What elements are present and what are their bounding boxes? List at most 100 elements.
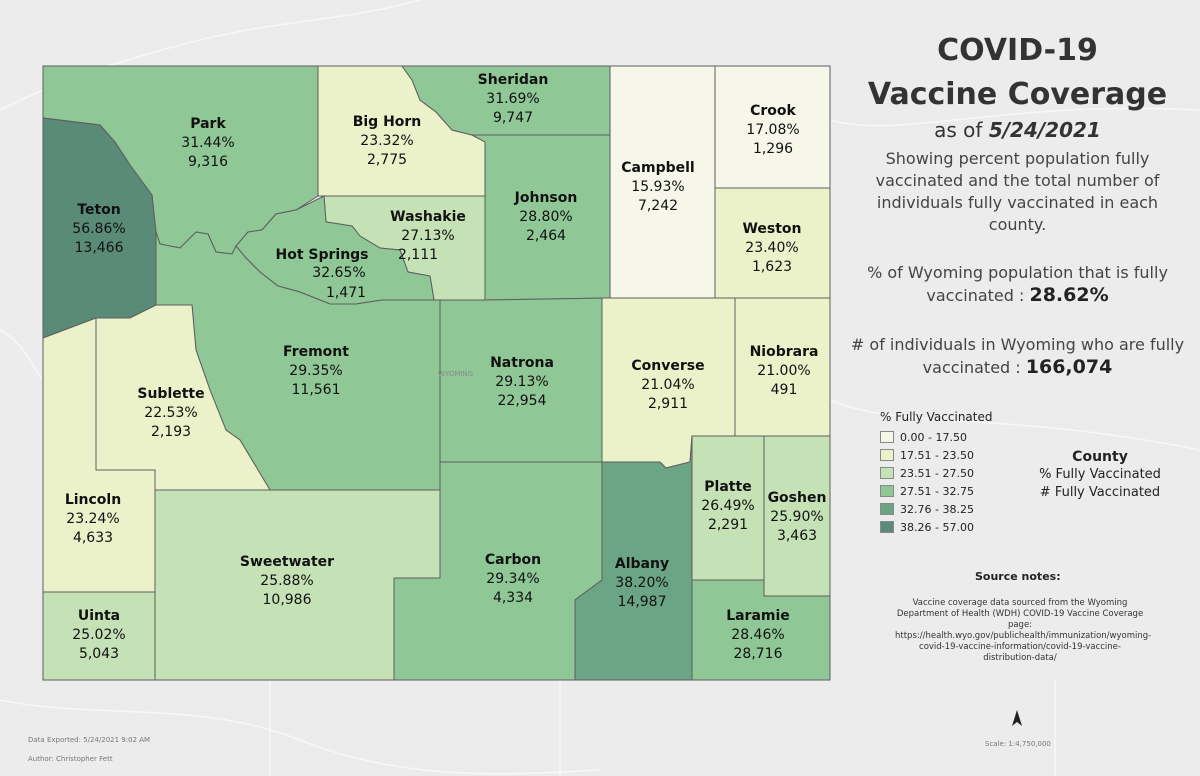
county-name: Fremont [283, 344, 349, 360]
county-pct: 25.02% [72, 627, 125, 643]
info-panel: COVID-19 Vaccine Coverage as of 5/24/202… [835, 0, 1200, 700]
legend-item: 32.76 - 38.25 [880, 502, 974, 516]
county-pct: 23.40% [745, 240, 798, 256]
label-goshen: Goshen 25.90% 3,463 [768, 490, 827, 544]
key-county: County [1072, 449, 1128, 465]
county-name: Niobrara [750, 344, 819, 360]
label-laramie: Laramie 28.46% 28,716 [726, 608, 790, 662]
county-pct: 17.08% [746, 122, 799, 138]
title-line-2: Vaccine Coverage [867, 77, 1168, 112]
label-converse: Converse 21.04% 2,911 [631, 358, 704, 412]
county-name: Uinta [78, 608, 120, 624]
title-line-1: COVID-19 [937, 33, 1098, 68]
county-name: Goshen [768, 490, 827, 506]
data-exported-note: Data Exported: 5/24/2021 9:02 AM [28, 736, 151, 744]
label-weston: Weston 23.40% 1,623 [742, 221, 801, 275]
label-sublette: Sublette 22.53% 2,193 [137, 386, 204, 440]
count-vaccinated-stat: # of individuals in Wyoming who are full… [845, 334, 1190, 379]
county-count: 7,242 [638, 198, 678, 214]
key-count: # Fully Vaccinated [1039, 485, 1161, 500]
county-uinta[interactable] [42, 591, 156, 681]
county-pct: 31.44% [181, 135, 234, 151]
source-notes-body: Vaccine coverage data sourced from the W… [895, 598, 1152, 663]
pct-stat-label: % of Wyoming population that is fully va… [867, 263, 1168, 305]
label-park: Park 31.44% 9,316 [181, 116, 234, 170]
county-name: Platte [704, 479, 751, 495]
county-pct: 15.93% [631, 179, 684, 195]
label-fremont: Fremont 29.35% 11,561 [283, 344, 349, 398]
as-of-date-value: 5/24/2021 [988, 118, 1101, 142]
county-pct: 28.46% [731, 627, 784, 643]
county-name: Park [190, 116, 226, 132]
county-name: Laramie [726, 608, 790, 624]
county-pct: 31.69% [486, 91, 539, 107]
county-count: 2,193 [151, 424, 191, 440]
county-name: Albany [615, 556, 669, 572]
county-name: Washakie [390, 209, 466, 225]
county-name: Campbell [621, 160, 694, 176]
county-count: 10,986 [263, 592, 312, 608]
county-label-key: County % Fully Vaccinated # Fully Vaccin… [1020, 448, 1180, 502]
county-name: Hot Springs [275, 247, 368, 263]
county-pct: 29.34% [486, 571, 539, 587]
county-laramie[interactable] [691, 579, 831, 681]
county-name: Crook [750, 103, 796, 119]
county-name: Natrona [490, 355, 554, 371]
county-polygons [42, 65, 831, 681]
county-name: Converse [631, 358, 704, 374]
as-of-prefix: as of [934, 118, 989, 142]
count-stat-label: # of individuals in Wyoming who are full… [850, 335, 1185, 377]
legend-label: 0.00 - 17.50 [900, 430, 967, 444]
county-pct: 25.88% [260, 573, 313, 589]
county-pct: 28.80% [519, 209, 572, 225]
county-count: 28,716 [734, 646, 783, 662]
county-count: 3,463 [777, 528, 817, 544]
pct-vaccinated-stat: % of Wyoming population that is fully va… [845, 262, 1190, 307]
county-name: Lincoln [65, 492, 121, 508]
legend-swatch [880, 431, 894, 443]
pct-stat-value: 28.62% [1029, 284, 1109, 306]
legend-item: 17.51 - 23.50 [880, 448, 974, 462]
county-count: 22,954 [498, 393, 547, 409]
legend-item: 27.51 - 32.75 [880, 484, 974, 498]
county-pct: 29.35% [289, 363, 342, 379]
county-count: 9,316 [188, 154, 228, 170]
legend-item: 38.26 - 57.00 [880, 520, 974, 534]
legend-swatch [880, 521, 894, 533]
county-count: 2,775 [367, 152, 407, 168]
label-johnson: Johnson 28.80% 2,464 [514, 190, 578, 244]
label-crook: Crook 17.08% 1,296 [746, 103, 799, 157]
county-pct: 32.65% [312, 265, 365, 281]
county-pct: 23.32% [360, 133, 413, 149]
legend-label: 23.51 - 27.50 [900, 466, 974, 480]
county-count: 5,043 [79, 646, 119, 662]
legend-swatch [880, 503, 894, 515]
county-count: 2,464 [526, 228, 566, 244]
label-hot-springs: Hot Springs 32.65% 1,471 [275, 247, 368, 301]
county-pct: 29.13% [495, 374, 548, 390]
county-count: 11,561 [292, 382, 341, 398]
county-pct: 21.04% [641, 377, 694, 393]
county-pct: 38.20% [615, 575, 668, 591]
label-uinta: Uinta 25.02% 5,043 [72, 608, 125, 662]
county-pct: 26.49% [701, 498, 754, 514]
county-pct: 27.13% [401, 228, 454, 244]
key-pct: % Fully Vaccinated [1039, 467, 1161, 482]
label-lincoln: Lincoln 23.24% 4,633 [65, 492, 121, 546]
source-notes-title: Source notes: [975, 570, 1061, 583]
county-count: 491 [771, 382, 798, 398]
county-count: 2,911 [648, 396, 688, 412]
county-pct: 23.24% [66, 511, 119, 527]
map-description: Showing percent population fully vaccina… [875, 149, 1160, 234]
label-albany: Albany 38.20% 14,987 [615, 556, 669, 610]
label-campbell: Campbell 15.93% 7,242 [621, 160, 694, 214]
label-sheridan: Sheridan 31.69% 9,747 [478, 72, 549, 126]
legend-label: 38.26 - 57.00 [900, 520, 974, 534]
county-count: 2,111 [398, 247, 438, 263]
label-platte: Platte 26.49% 2,291 [701, 479, 754, 533]
county-name: Big Horn [353, 114, 422, 130]
label-big-horn: Big Horn 23.32% 2,775 [353, 114, 422, 168]
count-stat-value: 166,074 [1025, 356, 1113, 378]
county-name: Johnson [514, 190, 578, 206]
county-count: 9,747 [493, 110, 533, 126]
